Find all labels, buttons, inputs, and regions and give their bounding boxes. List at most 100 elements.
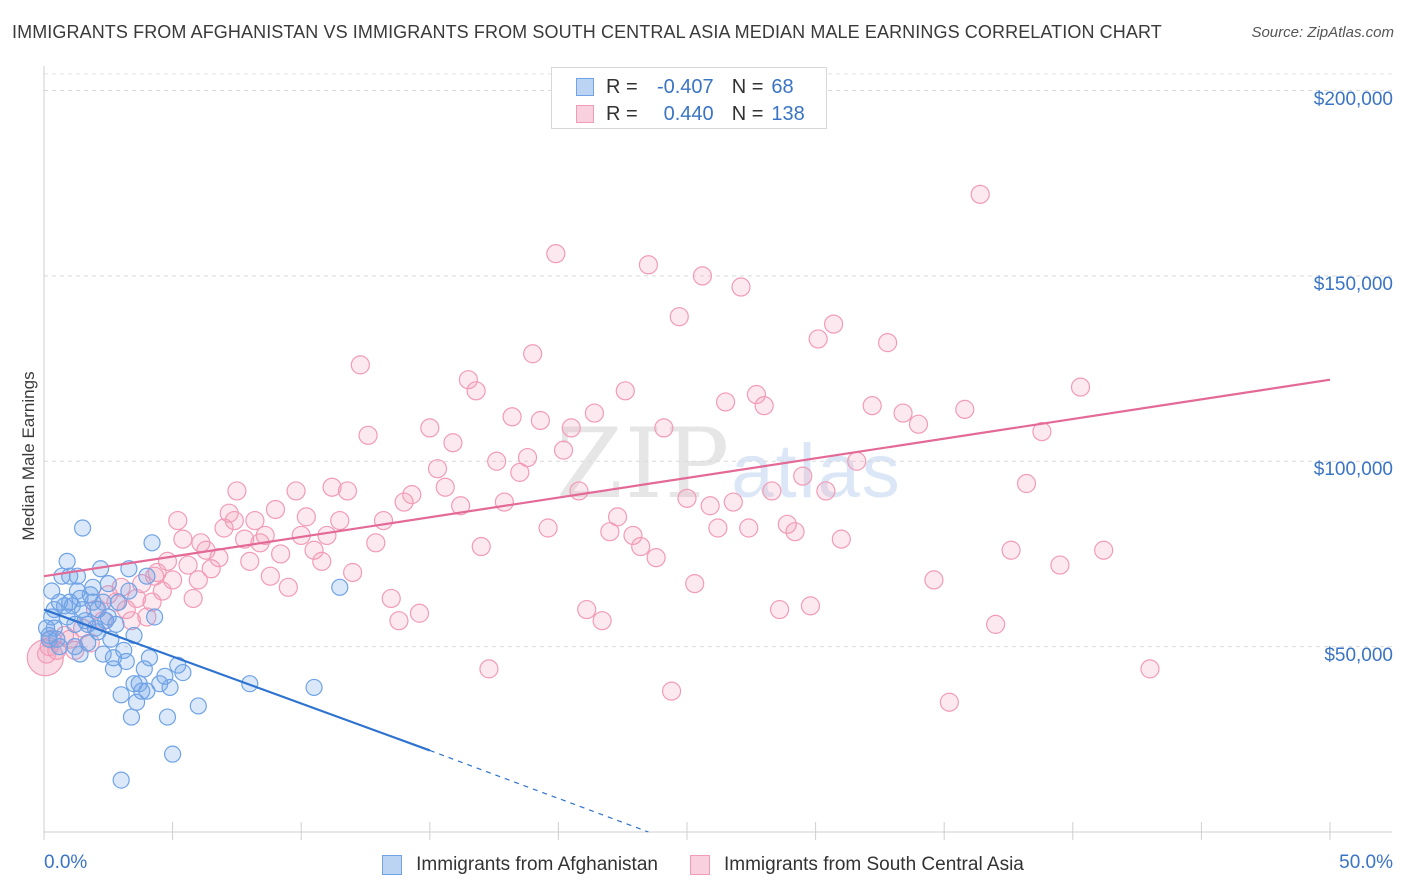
data-point-afghanistan — [143, 534, 161, 552]
data-point-south-central-asia — [487, 451, 507, 471]
data-point-south-central-asia — [847, 451, 867, 471]
legend-item-afghanistan[interactable]: Immigrants from Afghanistan — [382, 854, 658, 876]
data-point-south-central-asia — [296, 507, 316, 527]
data-point-south-central-asia — [188, 570, 208, 590]
data-point-south-central-asia — [715, 392, 736, 412]
data-point-south-central-asia — [669, 307, 689, 327]
n-value: 68 — [771, 75, 794, 98]
data-point-south-central-asia — [831, 529, 851, 549]
data-point-south-central-asia — [235, 529, 255, 549]
y-tick-label: $50,000 — [1324, 644, 1393, 666]
data-point-south-central-asia — [986, 614, 1006, 634]
n-value: 138 — [771, 102, 805, 125]
data-point-south-central-asia — [654, 418, 674, 438]
data-point-south-central-asia — [1001, 540, 1021, 560]
data-point-south-central-asia — [708, 518, 728, 538]
data-point-afghanistan — [164, 745, 182, 763]
data-point-south-central-asia — [769, 599, 790, 620]
data-point-afghanistan — [127, 693, 146, 711]
data-point-south-central-asia — [1050, 555, 1070, 575]
data-point-south-central-asia — [265, 499, 286, 520]
axes — [43, 66, 1392, 840]
data-point-afghanistan — [331, 578, 349, 596]
data-point-afghanistan — [161, 678, 179, 697]
trendline-afghanistan-extrapolated — [429, 749, 649, 833]
data-point-afghanistan — [84, 578, 102, 596]
stats-row-south-central-asia: R = 0.440 N = 138 — [576, 102, 805, 126]
data-point-south-central-asia — [471, 536, 491, 557]
legend-label-afghanistan: Immigrants from Afghanistan — [416, 854, 658, 875]
data-point-south-central-asia — [955, 399, 975, 419]
legend-swatch-south-central-asia — [689, 855, 710, 875]
data-point-south-central-asia — [661, 681, 682, 701]
data-point-south-central-asia — [322, 477, 342, 497]
data-point-south-central-asia — [1094, 540, 1114, 560]
data-point-south-central-asia — [924, 570, 944, 590]
source-label: Source: ZipAtlas.com — [1251, 24, 1394, 41]
y-axis-label: Median Male Earnings — [19, 371, 38, 541]
data-point-south-central-asia — [381, 588, 401, 609]
data-point-afghanistan — [158, 708, 177, 726]
data-point-south-central-asia — [1140, 659, 1160, 679]
data-point-south-central-asia — [435, 477, 455, 497]
data-point-south-central-asia — [638, 255, 659, 275]
data-point-south-central-asia — [394, 492, 414, 512]
data-point-south-central-asia — [692, 266, 713, 286]
data-point-afghanistan — [104, 660, 123, 678]
data-point-afghanistan — [112, 771, 130, 789]
data-point-south-central-asia — [201, 559, 221, 579]
data-point-afghanistan — [120, 582, 138, 600]
y-tick-label: $100,000 — [1313, 459, 1393, 481]
data-point-south-central-asia — [26, 639, 64, 677]
x-tick-max: 50.0% — [1339, 852, 1393, 873]
data-point-south-central-asia — [1016, 473, 1037, 494]
data-point-south-central-asia — [443, 433, 463, 453]
data-point-south-central-asia — [337, 481, 358, 501]
legend: Immigrants from Afghanistan Immigrants f… — [0, 852, 1406, 878]
data-point-south-central-asia — [366, 533, 386, 553]
data-point-afghanistan — [138, 567, 156, 585]
data-point-afghanistan — [109, 593, 128, 611]
data-point-south-central-asia — [1070, 377, 1091, 397]
data-point-south-central-asia — [800, 596, 821, 616]
data-point-south-central-asia — [168, 510, 188, 531]
data-point-south-central-asia — [685, 574, 705, 594]
legend-item-south-central-asia[interactable]: Immigrants from South Central Asia — [689, 854, 1024, 876]
data-point-south-central-asia — [163, 570, 183, 590]
data-point-south-central-asia — [584, 403, 605, 423]
stats-row-afghanistan: R = -0.407 N = 68 — [576, 75, 794, 99]
n-label: N = — [731, 75, 764, 98]
data-point-south-central-asia — [862, 396, 882, 416]
data-point-south-central-asia — [523, 344, 543, 364]
data-point-south-central-asia — [546, 244, 566, 264]
data-point-south-central-asia — [510, 462, 530, 482]
data-point-south-central-asia — [615, 381, 635, 401]
data-point-south-central-asia — [458, 370, 478, 390]
data-point-south-central-asia — [777, 514, 797, 534]
data-point-south-central-asia — [762, 481, 782, 501]
data-point-south-central-asia — [746, 384, 767, 405]
data-point-south-central-asia — [600, 522, 620, 542]
data-point-afghanistan — [115, 641, 133, 659]
data-point-south-central-asia — [577, 599, 597, 620]
r-label: R = — [606, 75, 638, 98]
data-point-south-central-asia — [214, 518, 234, 538]
data-point-south-central-asia — [420, 418, 440, 438]
data-point-south-central-asia — [908, 414, 929, 434]
data-point-south-central-asia — [191, 533, 211, 553]
data-point-south-central-asia — [623, 525, 643, 546]
data-point-south-central-asia — [358, 425, 378, 445]
watermark: ZIPatlas — [556, 408, 902, 520]
data-point-south-central-asia — [553, 440, 574, 460]
data-point-south-central-asia — [731, 277, 751, 297]
data-point-afghanistan — [45, 619, 63, 637]
stats-swatch-south-central-asia — [576, 105, 594, 123]
data-point-south-central-asia — [312, 551, 332, 571]
data-point-south-central-asia — [646, 548, 666, 568]
data-point-south-central-asia — [517, 447, 538, 468]
data-point-south-central-asia — [350, 355, 370, 375]
data-point-south-central-asia — [245, 510, 265, 531]
data-point-south-central-asia — [530, 410, 550, 431]
data-point-south-central-asia — [561, 418, 581, 438]
r-value: 0.440 — [663, 102, 714, 125]
